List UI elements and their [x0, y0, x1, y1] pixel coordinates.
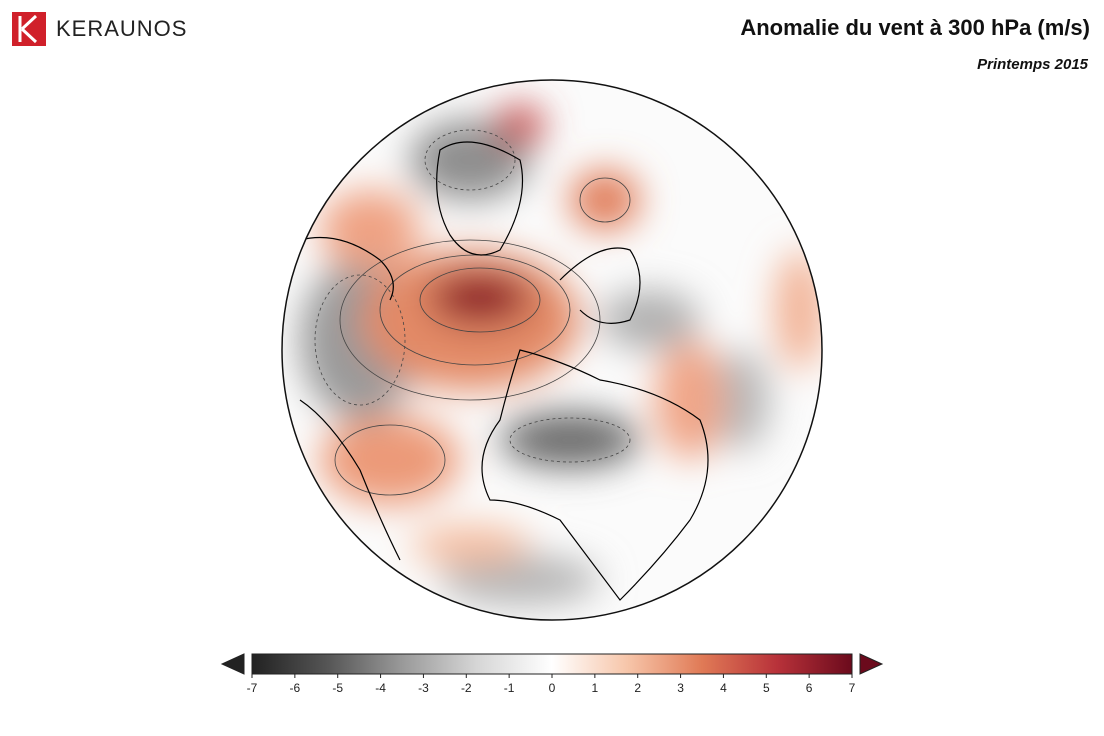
anomaly-field [300, 105, 822, 605]
colorbar: -7 -6 -5 -4 -3 -2 -1 0 1 2 3 4 5 6 7 [220, 653, 884, 695]
colorbar-tick-label: 7 [849, 681, 856, 695]
logo-mark [12, 12, 46, 46]
colorbar-tick-label: 6 [806, 681, 813, 695]
colorbar-tick-label: -4 [375, 681, 386, 695]
logo: KERAUNOS [12, 12, 187, 46]
colorbar-tick-label: -1 [504, 681, 515, 695]
colorbar-tick-label: 4 [720, 681, 727, 695]
colorbar-tick-label: 0 [549, 681, 556, 695]
map-subtitle: Printemps 2015 [977, 56, 1089, 73]
colorbar-tick-label: 2 [634, 681, 641, 695]
colorbar-arrow-low [220, 653, 245, 675]
colorbar-tick-label: -2 [461, 681, 472, 695]
colorbar-tick-label: -3 [418, 681, 429, 695]
colorbar-tick-label: 3 [677, 681, 684, 695]
colorbar-arrow-high [859, 653, 884, 675]
map-title: Anomalie du vent à 300 hPa (m/s) [740, 15, 1090, 40]
brand-name: KERAUNOS [56, 16, 187, 41]
coastlines [299, 141, 709, 601]
colorbar-tick-label: 1 [592, 681, 599, 695]
colorbar-tick-label: -7 [247, 681, 258, 695]
colorbar-tick-label: -5 [332, 681, 343, 695]
globe [282, 80, 822, 620]
colorbar-tick-label: -6 [290, 681, 301, 695]
globe-outline [281, 79, 823, 621]
logo-k [18, 14, 38, 44]
contours [314, 129, 631, 496]
colorbar-tick-label: 5 [763, 681, 770, 695]
colorbar-bar [251, 653, 853, 675]
